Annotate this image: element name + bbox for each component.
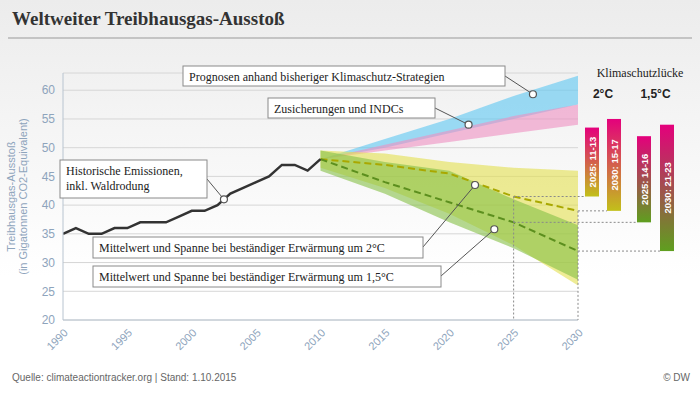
svg-text:(in Gigatonnen CO2-Equivalent): (in Gigatonnen CO2-Equivalent) [17, 118, 29, 275]
svg-text:2°C: 2°C [593, 87, 613, 101]
svg-text:20: 20 [42, 313, 56, 327]
svg-text:1995: 1995 [109, 326, 135, 352]
svg-text:2025: 14-16: 2025: 14-16 [639, 154, 650, 205]
svg-text:2010: 2010 [302, 326, 328, 352]
svg-text:Quelle: climateactiontracker.o: Quelle: climateactiontracker.org | Stand… [12, 372, 237, 383]
svg-text:Klimaschutzlücke: Klimaschutzlücke [597, 66, 684, 80]
svg-text:50: 50 [42, 141, 56, 155]
svg-text:1,5°C: 1,5°C [640, 87, 670, 101]
svg-text:55: 55 [42, 112, 56, 126]
svg-text:30: 30 [42, 256, 56, 270]
svg-text:2000: 2000 [173, 326, 199, 352]
svg-text:Historische Emissionen,inkl. W: Historische Emissionen,inkl. Waldrodung [66, 164, 183, 193]
svg-text:Zusicherungen und INDCs: Zusicherungen und INDCs [274, 102, 404, 116]
svg-text:Mittelwert und Spanne bei best: Mittelwert und Spanne bei beständiger Er… [99, 270, 394, 284]
svg-text:2025: 2025 [495, 326, 521, 352]
svg-text:2020: 2020 [430, 326, 456, 352]
svg-text:45: 45 [42, 170, 56, 184]
svg-text:2030: 21-23: 2030: 21-23 [662, 162, 673, 213]
svg-text:2030: 15-17: 2030: 15-17 [609, 139, 620, 190]
svg-text:25: 25 [42, 285, 56, 299]
svg-text:© DW: © DW [663, 372, 690, 383]
svg-text:40: 40 [42, 198, 56, 212]
svg-text:Treibhausgas-Ausstoß: Treibhausgas-Ausstoß [8, 141, 17, 252]
svg-text:Weltweiter Treibhausgas-Aussto: Weltweiter Treibhausgas-Ausstoß [12, 8, 285, 29]
svg-text:Mittelwert und Spanne bei best: Mittelwert und Spanne bei beständiger Er… [99, 241, 385, 255]
svg-text:2025: 11-13: 2025: 11-13 [587, 137, 598, 188]
svg-text:2015: 2015 [366, 326, 392, 352]
svg-text:1990: 1990 [44, 326, 70, 352]
svg-text:Prognosen anhand bisheriger Kl: Prognosen anhand bisheriger Klimaschutz-… [189, 70, 445, 84]
svg-text:2005: 2005 [237, 326, 263, 352]
svg-text:2030: 2030 [559, 326, 585, 352]
svg-text:35: 35 [42, 227, 56, 241]
svg-text:60: 60 [42, 83, 56, 97]
